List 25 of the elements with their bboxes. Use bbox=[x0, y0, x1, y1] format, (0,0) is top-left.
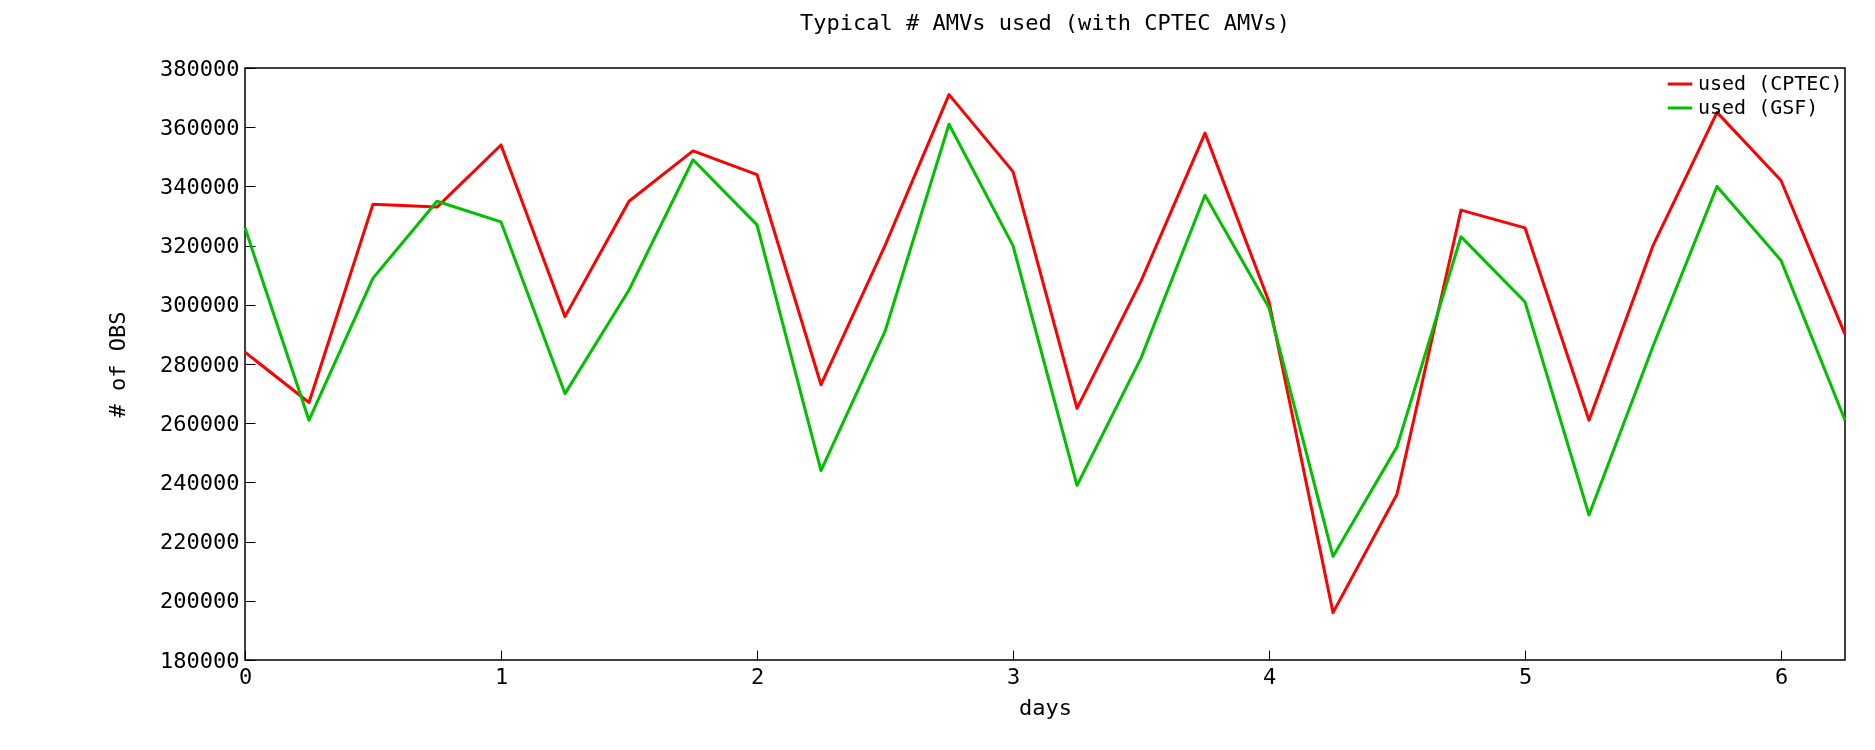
y-tick-label: 340000 bbox=[160, 173, 240, 199]
x-tick-label: 1 bbox=[494, 663, 509, 689]
y-tick-label: 180000 bbox=[160, 647, 240, 673]
y-axis-title: # of OBS bbox=[105, 311, 131, 418]
x-tick-label: 5 bbox=[1518, 663, 1533, 689]
y-tick-label: 200000 bbox=[160, 588, 240, 614]
line-series bbox=[243, 122, 1847, 558]
y-tick-label: 220000 bbox=[160, 529, 240, 555]
line-series bbox=[243, 93, 1847, 615]
y-tick-label: 320000 bbox=[160, 233, 240, 259]
x-axis-title: days bbox=[1019, 694, 1072, 720]
x-tick-label: 2 bbox=[750, 663, 765, 689]
y-tick-label: 380000 bbox=[160, 55, 240, 81]
y-tick-label: 300000 bbox=[160, 292, 240, 318]
x-tick-label: 3 bbox=[1006, 663, 1021, 689]
chart-title: Typical # AMVs used (with CPTEC AMVs) bbox=[799, 10, 1291, 35]
y-tick-label: 280000 bbox=[160, 351, 240, 377]
y-tick-label: 240000 bbox=[160, 469, 240, 495]
y-tick-label: 360000 bbox=[160, 114, 240, 140]
legend-label: used (GSF) bbox=[1698, 95, 1819, 119]
x-tick-label: 0 bbox=[238, 663, 253, 689]
y-tick-label: 260000 bbox=[160, 410, 240, 436]
legend-label: used (CPTEC) bbox=[1698, 71, 1843, 95]
x-tick-label: 6 bbox=[1774, 663, 1789, 689]
x-tick-label: 4 bbox=[1262, 663, 1277, 689]
